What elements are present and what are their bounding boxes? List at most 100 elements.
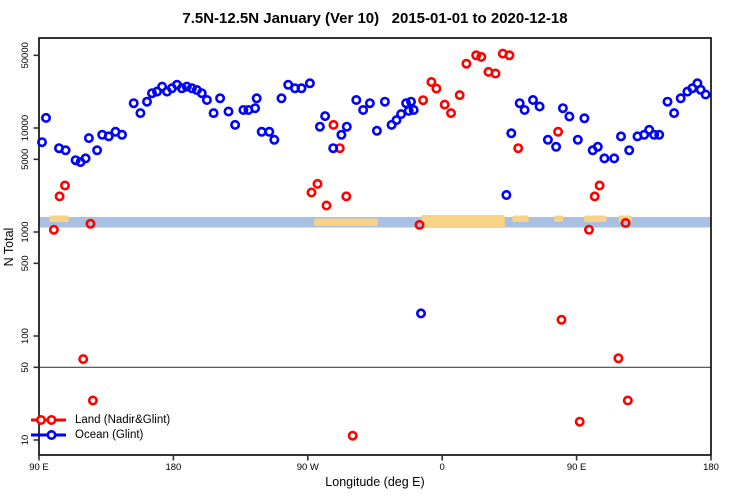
- ocean-point: [403, 105, 414, 116]
- land-point: [439, 99, 450, 110]
- ocean-point: [700, 89, 711, 100]
- ocean-point: [336, 129, 347, 140]
- ocean-point: [256, 126, 267, 137]
- ocean-point: [215, 93, 226, 104]
- ocean-point: [415, 308, 426, 319]
- y-tick-label: 5000: [20, 149, 31, 170]
- map-band-land: [584, 215, 607, 222]
- land-point: [461, 58, 472, 69]
- land-point: [78, 354, 89, 365]
- ocean-point: [40, 112, 51, 123]
- ocean-point: [92, 145, 103, 156]
- ocean-point: [80, 153, 91, 164]
- ocean-point: [157, 81, 168, 92]
- ocean-point: [128, 98, 139, 109]
- land-point: [490, 68, 501, 79]
- ocean-point: [615, 131, 626, 142]
- ocean-point: [103, 131, 114, 142]
- land-point: [59, 180, 70, 191]
- legend-point-symbol: [46, 414, 57, 425]
- ocean-point: [83, 133, 94, 144]
- ocean-point: [328, 143, 339, 154]
- ocean-point: [304, 78, 315, 89]
- ocean-point: [379, 96, 390, 107]
- plot-frame: [38, 37, 712, 456]
- ocean-point: [639, 129, 650, 140]
- ocean-point: [624, 145, 635, 156]
- land-point: [589, 191, 600, 202]
- y-tick-label: 10: [20, 435, 31, 446]
- map-band-land: [512, 215, 529, 222]
- ocean-point: [644, 124, 655, 135]
- ocean-point: [276, 93, 287, 104]
- ocean-point: [669, 108, 680, 119]
- x-axis-title: Longitude (deg E): [325, 475, 425, 489]
- x-tick-label: 180: [703, 462, 719, 473]
- ocean-point: [230, 119, 241, 130]
- ocean-point: [176, 83, 187, 94]
- ocean-point: [320, 111, 331, 122]
- ocean-point: [542, 134, 553, 145]
- land-point: [426, 77, 437, 88]
- ocean-point: [649, 129, 660, 140]
- ocean-point: [675, 93, 686, 104]
- ocean-point: [519, 105, 530, 116]
- legend-label-ocean: Ocean (Glint): [75, 429, 144, 441]
- ocean-point: [264, 126, 275, 137]
- land-point: [620, 218, 631, 229]
- ocean-point: [296, 83, 307, 94]
- ocean-point: [147, 88, 158, 99]
- ocean-point: [142, 96, 153, 107]
- land-point: [471, 50, 482, 61]
- ocean-point: [534, 101, 545, 112]
- land-point: [414, 219, 425, 230]
- ocean-point: [408, 105, 419, 116]
- ocean-point: [117, 129, 128, 140]
- ocean-point: [579, 113, 590, 124]
- land-point: [504, 50, 515, 61]
- ocean-point: [572, 134, 583, 145]
- land-point: [312, 178, 323, 189]
- map-band-land: [313, 218, 378, 226]
- ocean-point: [186, 83, 197, 94]
- ocean-point: [341, 121, 352, 132]
- ocean-point: [609, 153, 620, 164]
- ocean-point: [654, 129, 665, 140]
- land-point: [328, 119, 339, 130]
- land-point: [306, 187, 317, 198]
- ocean-point: [60, 145, 71, 156]
- map-band-land: [554, 215, 564, 222]
- ocean-point: [501, 190, 512, 201]
- ocean-point: [70, 155, 81, 166]
- chart-title: 7.5N-12.5N January (Ver 10) 2015-01-01 t…: [182, 10, 568, 27]
- legend-point-symbol: [46, 429, 57, 440]
- land-point: [556, 314, 567, 325]
- ocean-point: [662, 96, 673, 107]
- x-tick-label: 90 E: [29, 462, 49, 473]
- map-band-land: [49, 215, 69, 222]
- ocean-point: [351, 95, 362, 106]
- ocean-point: [599, 153, 610, 164]
- land-point: [87, 395, 98, 406]
- land-point: [347, 430, 358, 441]
- land-point: [418, 95, 429, 106]
- ocean-point: [551, 141, 562, 152]
- ocean-point: [181, 81, 192, 92]
- ocean-point: [36, 137, 47, 148]
- land-point: [476, 51, 487, 62]
- ocean-point: [238, 105, 249, 116]
- ocean-point: [358, 105, 369, 116]
- ocean-point: [592, 141, 603, 152]
- x-tick-label: 90 E: [567, 462, 587, 473]
- ocean-point: [223, 106, 234, 117]
- y-tick-label: 50000: [20, 42, 31, 68]
- ocean-point: [201, 95, 212, 106]
- ocean-point: [196, 88, 207, 99]
- land-point: [454, 90, 465, 101]
- ocean-point: [564, 111, 575, 122]
- land-point: [613, 353, 624, 364]
- ocean-point: [250, 103, 261, 114]
- ocean-point: [314, 121, 325, 132]
- land-point: [583, 224, 594, 235]
